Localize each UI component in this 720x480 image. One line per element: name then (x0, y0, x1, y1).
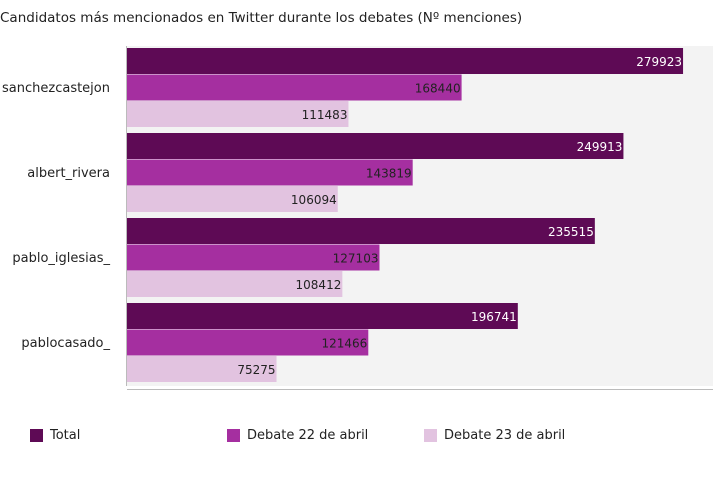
legend-item-total: Total (30, 426, 80, 444)
data-label-pablo-iglesias-debate-23-de-abril: 108412 (296, 278, 342, 292)
data-label-albert-rivera-total: 249913 (577, 140, 623, 154)
legend-item-debate-23: Debate 23 de abril (424, 426, 565, 444)
legend-label-total: Total (50, 427, 81, 443)
bar-pablo-iglesias-debate-23-de-abril (127, 271, 343, 297)
bar-sanchezcastejon-debate-23-de-abril (127, 101, 349, 127)
category-label-sanchezcastejon: sanchezcastejon (2, 81, 110, 96)
data-label-pablo-iglesias-debate-22-de-abril: 127103 (333, 252, 379, 266)
legend-label-debate-22: Debate 22 de abril (247, 427, 369, 443)
bar-pablocasado-total (127, 303, 518, 329)
data-label-albert-rivera-debate-22-de-abril: 143819 (366, 167, 412, 181)
legend-swatch-total (30, 428, 43, 442)
category-labels: sanchezcastejon albert_rivera pablo_iglesi… (2, 81, 110, 351)
legend-swatch-debate-23 (424, 428, 437, 442)
bar-albert-rivera-total (127, 133, 624, 159)
category-label-pablocasado: pablocasado_ (21, 336, 110, 351)
category-label-albert-rivera: albert_rivera (27, 166, 110, 181)
category-label-pablo-iglesias: pablo_iglesias_ (12, 251, 110, 266)
data-label-pablocasado-debate-23-de-abril: 75275 (237, 363, 275, 377)
data-label-sanchezcastejon-debate-23-de-abril: 111483 (302, 108, 348, 122)
bars-layer: 279923 168440 111483 249913 143819 106094 2355… (127, 48, 684, 382)
data-label-sanchezcastejon-total: 279923 (636, 55, 682, 69)
bar-sanchezcastejon-debate-22-de-abril (127, 74, 462, 101)
bar-pablo-iglesias-total (127, 218, 595, 244)
data-label-sanchezcastejon-debate-22-de-abril: 168440 (415, 82, 461, 96)
chart-title: Candidatos más mencionados en Twitter du… (0, 10, 523, 26)
bar-pablocasado-debate-22-de-abril (127, 329, 369, 356)
bar-albert-rivera-debate-23-de-abril (127, 186, 338, 212)
legend-swatch-debate-22 (227, 428, 240, 442)
bar-pablo-iglesias-debate-22-de-abril (127, 244, 380, 271)
bar-albert-rivera-debate-22-de-abril (127, 159, 413, 186)
legend-item-debate-22: Debate 22 de abril (227, 426, 368, 444)
legend-label-debate-23: Debate 23 de abril (444, 427, 566, 443)
data-label-albert-rivera-debate-23-de-abril: 106094 (291, 193, 337, 207)
bar-sanchezcastejon-total (127, 48, 684, 74)
data-label-pablocasado-total: 196741 (471, 310, 517, 324)
bar-pablocasado-debate-23-de-abril (127, 356, 277, 382)
data-label-pablo-iglesias-total: 235515 (548, 225, 594, 239)
data-label-pablocasado-debate-22-de-abril: 121466 (321, 337, 367, 351)
